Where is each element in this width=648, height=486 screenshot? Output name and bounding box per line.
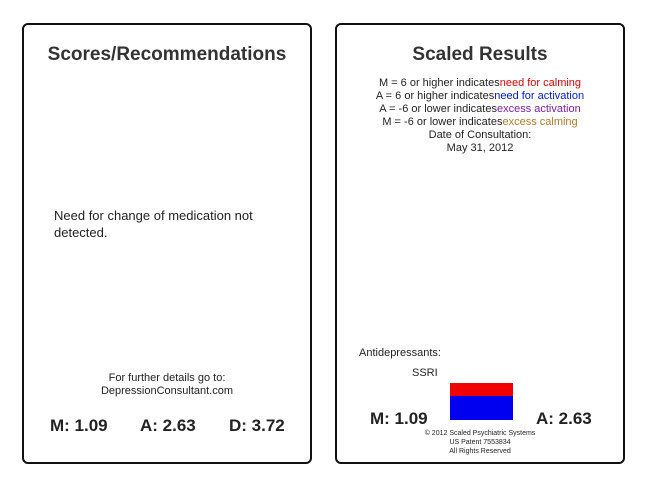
section-label: Antidepressants: — [359, 347, 441, 359]
legend-highlight: excess activation — [496, 103, 581, 115]
legend: M = 6 or higher indicatesneed for calmin… — [337, 77, 623, 129]
legend-row: A = -6 or lower indicatesexcess activati… — [337, 103, 623, 116]
legend-highlight: need for calming — [499, 77, 582, 89]
legend-text: M = 6 or higher indicates — [378, 77, 500, 89]
message: Need for change of medication not detect… — [54, 208, 253, 240]
legend-text: A = 6 or higher indicates — [375, 90, 495, 102]
panel-title: Scaled Results — [412, 44, 548, 65]
drug-class: SSRI — [412, 367, 438, 379]
score: A: 2.63 — [140, 416, 196, 435]
legend-row: M = 6 or higher indicatesneed for calmin… — [337, 77, 623, 90]
legend-highlight: need for activation — [494, 90, 585, 102]
details-text: For further details go to: — [108, 372, 226, 384]
score: D: 3.72 — [229, 416, 285, 435]
details-link[interactable]: DepressionConsultant.com — [100, 385, 234, 397]
legend-text: A = -6 or lower indicates — [379, 103, 497, 115]
footer-text: All Rights Reserved — [449, 448, 511, 455]
date: May 31, 2012 — [446, 142, 514, 154]
results-panel: Scaled Results M = 6 or higher indicates… — [335, 23, 625, 464]
footer-text: © 2012 Scaled Psychiatric Systems — [424, 430, 536, 437]
footer-text: US Patent 7553834 — [449, 439, 511, 446]
panel-title: Scores/Recommendations — [47, 44, 287, 65]
date-label: Date of Consultation: — [428, 129, 532, 141]
bar-bottom — [450, 396, 513, 420]
legend-row: A = 6 or higher indicatesneed for activa… — [337, 90, 623, 103]
legend-text: M = -6 or lower indicates — [382, 116, 503, 128]
score: A: 2.63 — [536, 409, 592, 428]
legend-row: M = -6 or lower indicatesexcess calming — [337, 116, 623, 129]
legend-highlight: excess calming — [502, 116, 578, 128]
bar-top — [450, 383, 513, 396]
scores-panel: Scores/Recommendations Need for change o… — [22, 23, 312, 464]
score: M: 1.09 — [50, 416, 108, 435]
score: M: 1.09 — [370, 409, 428, 428]
